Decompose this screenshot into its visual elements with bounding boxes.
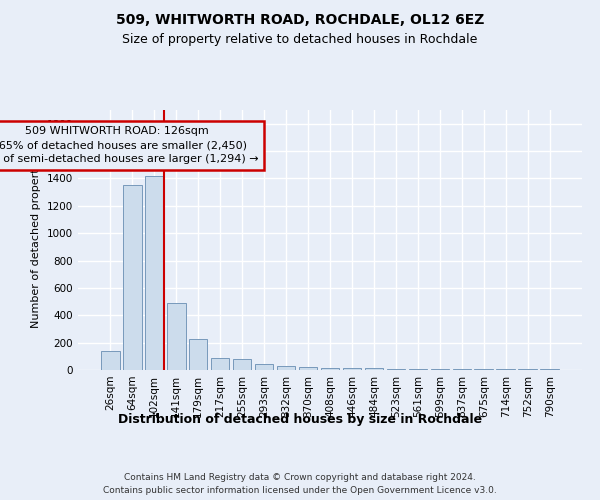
Text: Distribution of detached houses by size in Rochdale: Distribution of detached houses by size … (118, 412, 482, 426)
Text: 509 WHITWORTH ROAD: 126sqm
← 65% of detached houses are smaller (2,450)
34% of s: 509 WHITWORTH ROAD: 126sqm ← 65% of deta… (0, 126, 259, 164)
Bar (386, 368, 405, 370)
Text: Contains HM Land Registry data © Crown copyright and database right 2024.
Contai: Contains HM Land Registry data © Crown c… (103, 472, 497, 494)
Text: Size of property relative to detached houses in Rochdale: Size of property relative to detached ho… (122, 32, 478, 46)
Y-axis label: Number of detached properties: Number of detached properties (31, 152, 41, 328)
Bar (365, 368, 383, 370)
Bar (299, 368, 317, 370)
Bar (277, 366, 295, 370)
Bar (409, 369, 427, 370)
Bar (189, 339, 208, 370)
Bar (320, 368, 340, 370)
Bar (167, 303, 185, 370)
Bar (211, 358, 229, 370)
Bar (123, 184, 142, 370)
Text: 509, WHITWORTH ROAD, ROCHDALE, OL12 6EZ: 509, WHITWORTH ROAD, ROCHDALE, OL12 6EZ (116, 12, 484, 26)
Bar (343, 368, 361, 370)
Bar (101, 351, 119, 370)
Bar (145, 176, 164, 370)
Bar (255, 364, 274, 370)
Bar (233, 359, 251, 370)
